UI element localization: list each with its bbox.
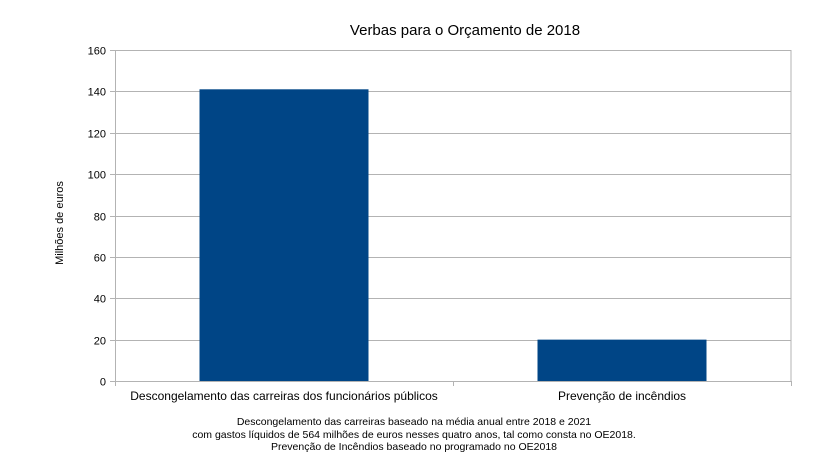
y-tick-label: 40 xyxy=(94,294,106,306)
y-tick-label: 20 xyxy=(94,336,106,348)
chart-title: Verbas para o Orçamento de 2018 xyxy=(350,22,580,39)
footnote-line: Prevenção de Incêndios baseado no progra… xyxy=(270,441,558,453)
y-tick-label: 140 xyxy=(88,87,106,99)
x-tick-label: Descongelamento das carreiras dos funcio… xyxy=(130,389,438,403)
footnote-line: Descongelamento das carreiras baseado na… xyxy=(236,416,592,428)
x-tick-label: Prevenção de incêndios xyxy=(558,389,686,403)
y-tick-label: 60 xyxy=(94,253,106,265)
y-tick-label: 100 xyxy=(88,170,106,182)
y-axis-label: Milhões de euros xyxy=(54,181,66,265)
y-tick-label: 160 xyxy=(88,46,106,58)
bar xyxy=(199,89,369,382)
y-tick-label: 80 xyxy=(94,212,106,224)
footnote-line: com gastos líquidos de 564 milhões de eu… xyxy=(192,428,636,441)
footnotes: Descongelamento das carreiras baseado na… xyxy=(0,416,828,454)
y-tick-label: 120 xyxy=(88,129,106,141)
bar xyxy=(537,339,707,381)
y-tick-label: 0 xyxy=(100,377,106,389)
